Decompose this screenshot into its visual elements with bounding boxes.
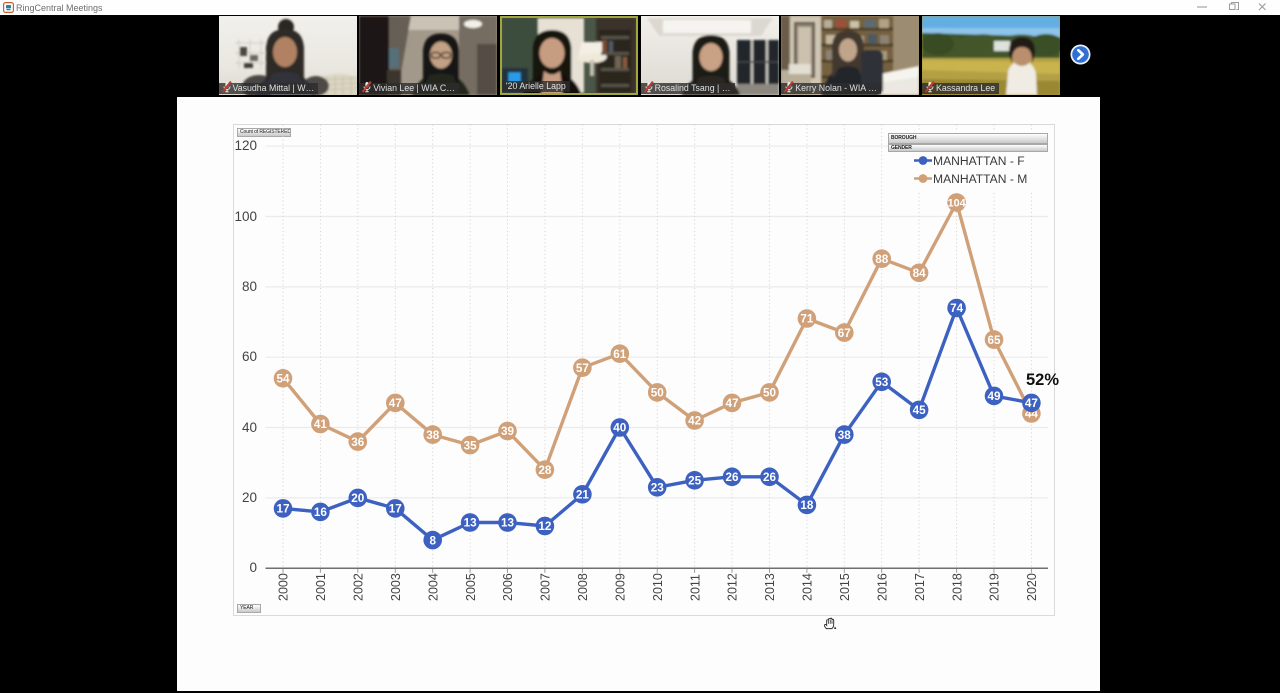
svg-text:2001: 2001: [314, 573, 328, 601]
svg-text:53: 53: [875, 376, 889, 389]
svg-text:2008: 2008: [576, 573, 590, 601]
svg-text:71: 71: [800, 313, 814, 326]
svg-text:13: 13: [464, 517, 478, 530]
svg-text:54: 54: [276, 373, 290, 386]
svg-text:65: 65: [987, 334, 1001, 347]
svg-text:2018: 2018: [950, 573, 964, 601]
svg-text:50: 50: [763, 387, 777, 400]
svg-text:12: 12: [538, 520, 552, 533]
svg-text:13: 13: [501, 517, 515, 530]
svg-text:74: 74: [950, 302, 964, 315]
svg-text:18: 18: [800, 499, 814, 512]
svg-text:2003: 2003: [389, 573, 403, 601]
svg-text:2016: 2016: [875, 573, 889, 601]
svg-text:47: 47: [725, 397, 738, 410]
svg-text:67: 67: [838, 327, 851, 340]
svg-text:50: 50: [651, 387, 665, 400]
svg-text:2014: 2014: [801, 573, 815, 601]
svg-text:21: 21: [576, 489, 590, 502]
svg-text:41: 41: [314, 418, 328, 431]
svg-text:8: 8: [429, 534, 436, 547]
svg-text:2015: 2015: [838, 573, 852, 601]
svg-text:2010: 2010: [651, 573, 665, 601]
svg-text:2006: 2006: [501, 573, 515, 601]
svg-text:2000: 2000: [277, 573, 291, 601]
svg-text:61: 61: [613, 348, 627, 361]
svg-text:26: 26: [725, 471, 739, 484]
svg-text:26: 26: [763, 471, 777, 484]
svg-text:38: 38: [838, 429, 852, 442]
svg-text:47: 47: [1025, 397, 1038, 410]
svg-text:2020: 2020: [1025, 573, 1039, 601]
svg-text:16: 16: [314, 506, 328, 519]
svg-text:57: 57: [576, 362, 589, 375]
svg-text:2002: 2002: [352, 573, 366, 601]
svg-text:49: 49: [987, 390, 1001, 403]
svg-text:17: 17: [389, 503, 402, 516]
svg-text:2011: 2011: [688, 574, 702, 601]
svg-text:25: 25: [688, 475, 702, 488]
svg-text:88: 88: [875, 253, 889, 266]
svg-text:2004: 2004: [426, 573, 440, 601]
svg-text:104: 104: [948, 198, 966, 210]
svg-text:47: 47: [389, 397, 402, 410]
svg-text:36: 36: [351, 436, 365, 449]
svg-text:20: 20: [351, 492, 365, 505]
svg-text:23: 23: [651, 482, 665, 495]
svg-text:35: 35: [464, 439, 478, 452]
svg-text:2009: 2009: [614, 573, 628, 601]
svg-text:84: 84: [913, 267, 927, 280]
svg-text:38: 38: [426, 429, 440, 442]
svg-text:28: 28: [538, 464, 552, 477]
svg-text:2005: 2005: [464, 573, 478, 601]
svg-text:2007: 2007: [539, 573, 553, 601]
svg-text:2019: 2019: [988, 573, 1002, 601]
svg-text:2013: 2013: [763, 573, 777, 601]
svg-text:17: 17: [276, 503, 289, 516]
svg-text:2017: 2017: [913, 573, 927, 601]
svg-text:39: 39: [501, 425, 515, 438]
svg-text:45: 45: [913, 404, 927, 417]
svg-text:42: 42: [688, 415, 702, 428]
svg-text:2012: 2012: [726, 573, 740, 601]
svg-text:40: 40: [613, 422, 627, 435]
